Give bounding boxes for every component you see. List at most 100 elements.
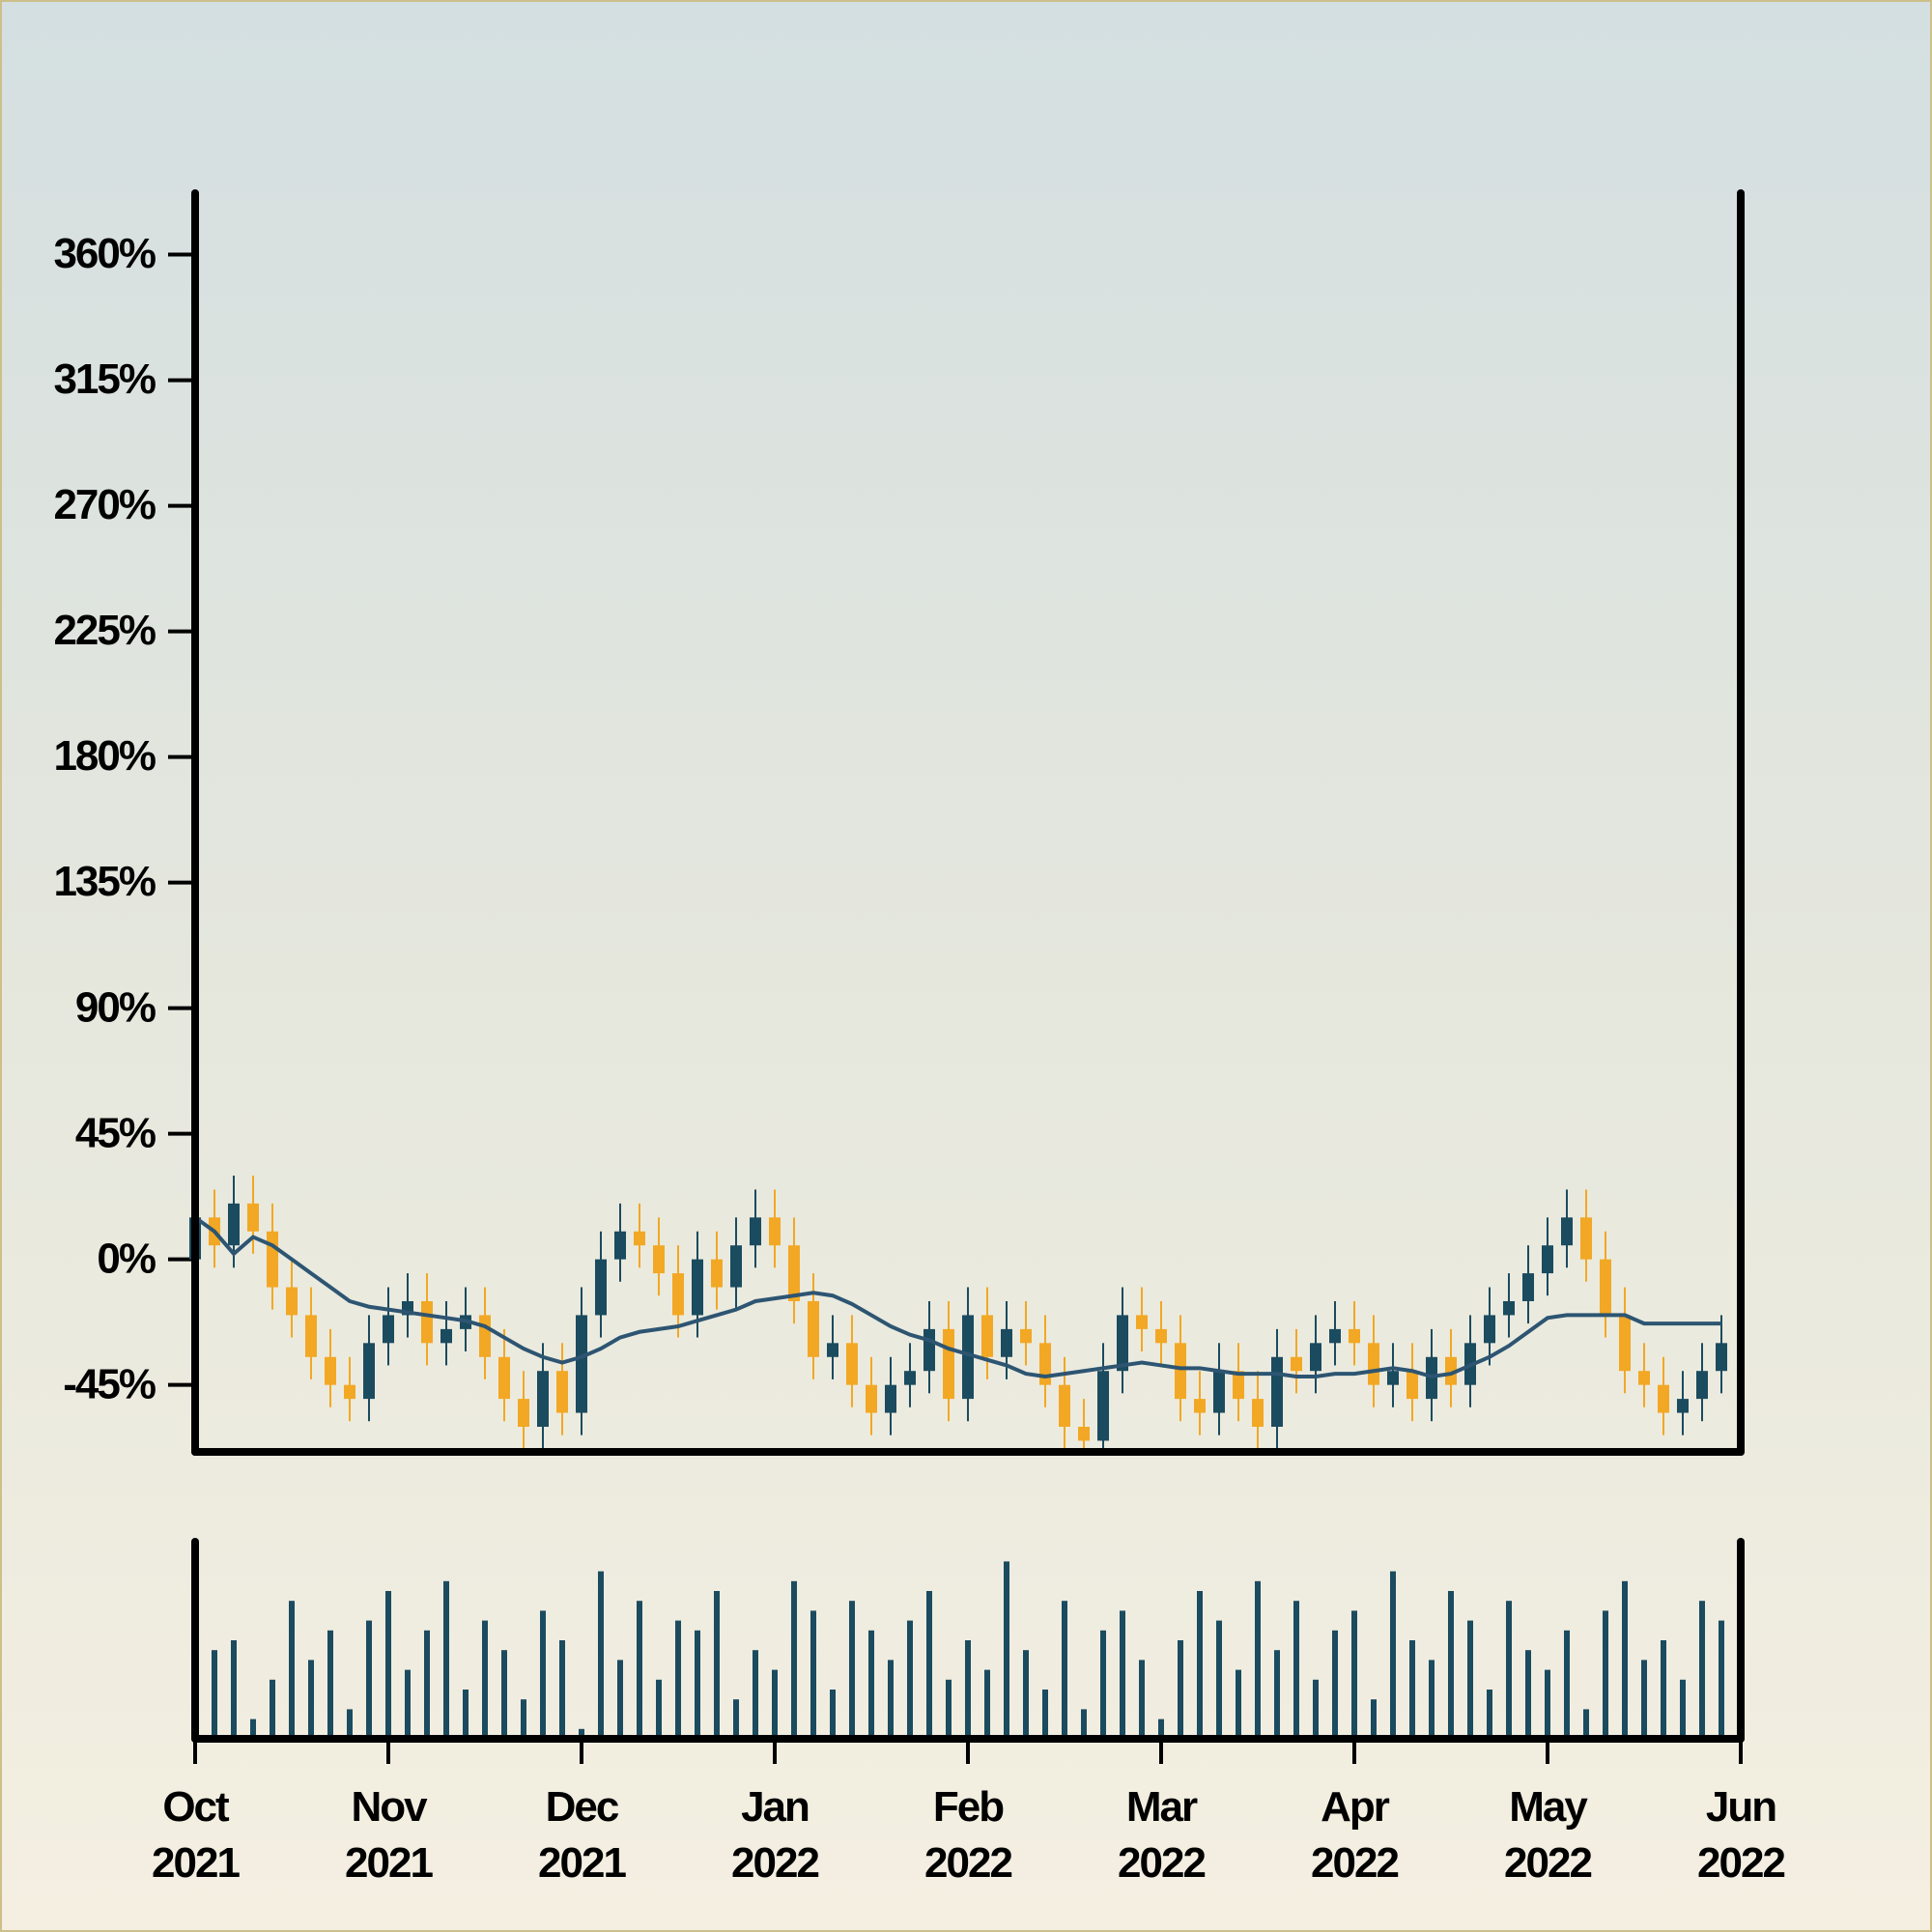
volume-bar (1255, 1580, 1261, 1739)
volume-bar (308, 1660, 314, 1739)
candle-body (1059, 1384, 1070, 1427)
x-tick-label: Nov 2021 (345, 1783, 434, 1887)
volume-bar (443, 1580, 449, 1739)
volume-bar (1429, 1660, 1435, 1739)
candle-body (1194, 1399, 1206, 1413)
volume-bar (617, 1660, 623, 1739)
candle-body (325, 1356, 336, 1385)
volume-bar (1120, 1610, 1125, 1739)
candle-body (1271, 1356, 1283, 1427)
y-tick-label: 315% (53, 355, 155, 403)
candle-body (1368, 1343, 1379, 1385)
candle-body (1097, 1371, 1109, 1441)
candle-body (788, 1245, 800, 1301)
candle-body (1484, 1315, 1495, 1344)
candle-body (1078, 1426, 1090, 1441)
volume-bar (753, 1650, 758, 1739)
volume-bar (1680, 1679, 1686, 1739)
candle-body (556, 1371, 568, 1413)
y-tick-label: 225% (53, 607, 155, 654)
candle-body (421, 1300, 433, 1344)
volume-bar (1216, 1620, 1222, 1739)
volume-bar (926, 1591, 932, 1739)
y-tick-label: 180% (53, 732, 155, 780)
volume-bar (1525, 1650, 1531, 1739)
candle-body (808, 1300, 819, 1357)
candle-body (981, 1315, 993, 1357)
candle-body (1252, 1399, 1264, 1427)
candle-body (305, 1315, 317, 1357)
volume-bar (1158, 1719, 1164, 1739)
candle-body (1001, 1328, 1012, 1357)
candle-body (672, 1273, 684, 1316)
volume-bar (1409, 1640, 1415, 1739)
volume-bar (1622, 1580, 1628, 1739)
volume-bar (1100, 1630, 1106, 1739)
volume-bar (965, 1640, 971, 1739)
candle-body (866, 1384, 877, 1413)
candle-body (827, 1343, 838, 1357)
candle-body (1233, 1371, 1244, 1400)
candle-body (1117, 1315, 1128, 1372)
volume-bar (250, 1719, 256, 1739)
volume-bar (1699, 1601, 1705, 1739)
candle-body (1406, 1371, 1418, 1400)
volume-bar (1351, 1610, 1357, 1739)
volume-bar (1641, 1660, 1647, 1739)
y-tick-label: 135% (53, 858, 155, 905)
volume-bar (347, 1709, 353, 1739)
x-tick-label: Apr 2022 (1311, 1783, 1400, 1887)
volume-bar (1178, 1640, 1183, 1739)
volume-bar (1274, 1650, 1280, 1739)
volume-bar (1583, 1709, 1589, 1739)
volume-bar (559, 1640, 565, 1739)
volume-bar (1564, 1630, 1570, 1739)
candle-body (363, 1343, 375, 1400)
candle-body (537, 1371, 549, 1427)
x-tick-label: Feb 2022 (924, 1783, 1013, 1887)
volume-bar (405, 1669, 411, 1739)
candle-body (1039, 1343, 1051, 1385)
volume-bar (1081, 1709, 1087, 1739)
moving-average-line (193, 1215, 1721, 1379)
volume-bar (714, 1591, 720, 1739)
candle-body (885, 1384, 896, 1413)
volume-bar (907, 1620, 913, 1739)
volume-bar (1545, 1669, 1550, 1739)
volume-bar (1313, 1679, 1319, 1739)
volume-bar (366, 1620, 372, 1739)
candle-body (711, 1259, 723, 1288)
candle-body (1716, 1343, 1727, 1372)
volume-bar (637, 1601, 642, 1739)
y-tick-label: -45% (63, 1360, 156, 1407)
candle-body (1677, 1399, 1689, 1413)
candle-body (498, 1356, 510, 1400)
volume-bar (424, 1630, 430, 1739)
volume-bar (231, 1640, 237, 1739)
volume-bar (1719, 1620, 1724, 1739)
volume-bar (598, 1571, 604, 1739)
candle-body (1213, 1371, 1225, 1413)
x-tick-label: May 2022 (1504, 1783, 1593, 1887)
candle-body (440, 1328, 452, 1344)
volume-bar (984, 1669, 990, 1739)
candle-body (614, 1231, 626, 1260)
volume-bar (1004, 1561, 1009, 1739)
candle-body (730, 1245, 742, 1288)
candle-body (1503, 1300, 1515, 1316)
volume-bar (1197, 1591, 1203, 1739)
candle-body (1696, 1371, 1708, 1400)
candle-body (904, 1371, 916, 1385)
volume-bar (521, 1699, 526, 1739)
y-tick-label: 90% (75, 983, 156, 1031)
candle-body (962, 1315, 974, 1400)
candle-body (1580, 1217, 1592, 1260)
volume-bar (1448, 1591, 1454, 1739)
candle-body (1542, 1245, 1553, 1274)
volume-bar (1293, 1601, 1299, 1739)
candle-body (344, 1384, 355, 1400)
volume-bar (289, 1601, 295, 1739)
candle-body (1387, 1371, 1399, 1385)
